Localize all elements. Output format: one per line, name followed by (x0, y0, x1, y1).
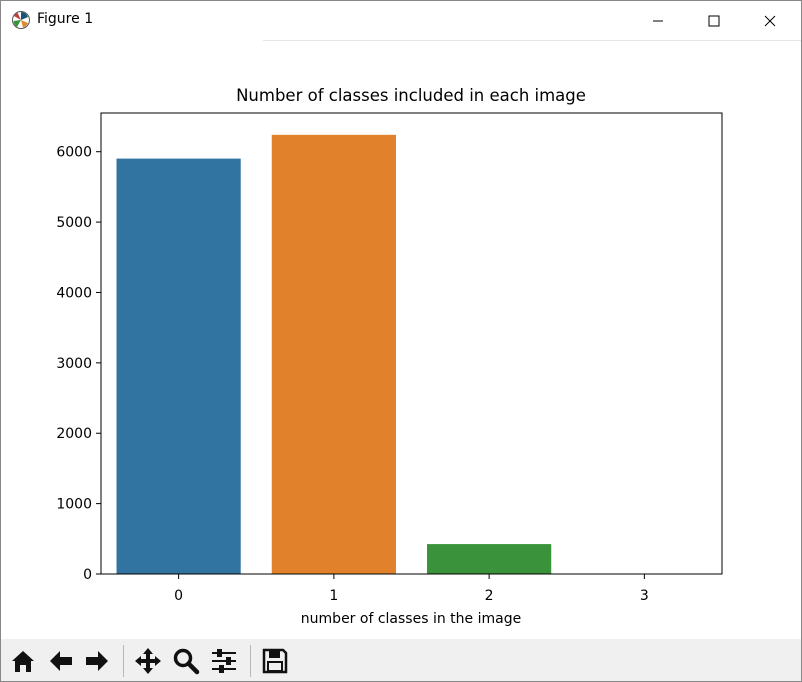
toolbar-separator (250, 645, 251, 677)
y-tick-label: 2000 (56, 426, 92, 442)
bar-0 (116, 158, 241, 575)
floppy-icon (262, 648, 288, 674)
window-title: Figure 1 (37, 11, 94, 27)
arrow-right-icon (86, 651, 108, 671)
figure-canvas[interactable]: Number of classes included in each image… (1, 41, 801, 639)
y-tick-label: 4000 (56, 285, 92, 301)
pan-button[interactable] (132, 645, 164, 677)
matplotlib-icon (12, 11, 30, 29)
y-tick-label: 5000 (56, 215, 92, 231)
x-tick-label: 2 (485, 588, 494, 604)
bar-1 (271, 134, 396, 574)
plot-frame (100, 112, 723, 575)
sliders-icon (212, 649, 236, 673)
navigation-toolbar (1, 639, 801, 681)
maximize-button[interactable] (691, 1, 737, 40)
move-icon (135, 648, 161, 674)
bar-chart: Number of classes included in each image… (56, 86, 723, 627)
minimize-button[interactable] (635, 1, 681, 40)
x-tick-label: 3 (640, 588, 649, 604)
back-button[interactable] (45, 645, 77, 677)
arrow-left-icon (50, 651, 72, 671)
x-tick-label: 0 (174, 588, 183, 604)
y-tick-label: 6000 (56, 145, 92, 161)
configure-subplots-button[interactable] (208, 645, 240, 677)
zoom-button[interactable] (170, 645, 202, 677)
forward-button[interactable] (81, 645, 113, 677)
maximize-icon (708, 15, 720, 26)
bar-2 (427, 544, 552, 574)
toolbar-separator (123, 645, 124, 677)
chart-title: Number of classes included in each image (236, 86, 586, 105)
y-tick-label: 0 (83, 567, 92, 583)
home-icon (12, 651, 34, 672)
home-button[interactable] (7, 645, 39, 677)
title-bar[interactable]: Figure 1 (1, 1, 801, 40)
x-tick-label: 1 (329, 588, 338, 604)
y-tick-label: 3000 (56, 356, 92, 372)
x-axis-label: number of classes in the image (301, 611, 521, 627)
close-button[interactable] (747, 1, 793, 40)
close-icon (764, 15, 776, 26)
titlebar-divider (263, 40, 801, 41)
y-tick-label: 1000 (56, 497, 92, 513)
magnifier-icon (173, 648, 200, 675)
save-button[interactable] (259, 645, 291, 677)
minimize-icon (653, 20, 663, 21)
